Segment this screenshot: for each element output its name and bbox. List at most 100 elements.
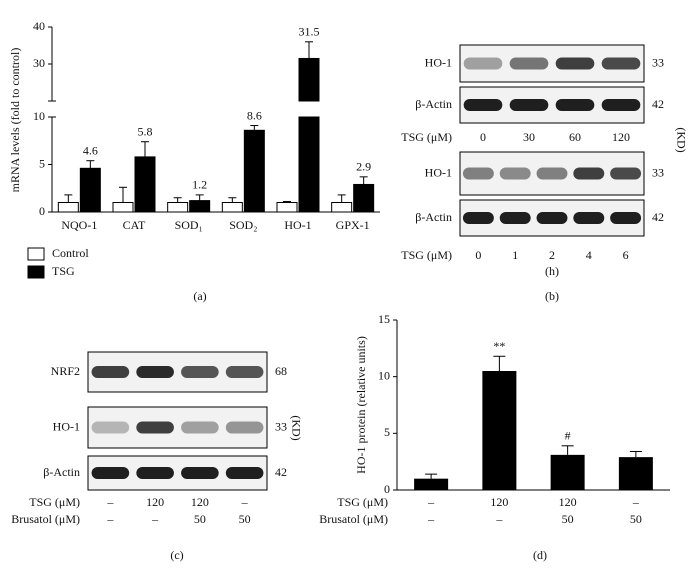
y-tick-label: 10 [378, 368, 390, 382]
legend-label: Control [52, 246, 89, 260]
bar [79, 167, 101, 213]
blot-band [91, 366, 130, 378]
x-tick-label: HO-1 [284, 218, 311, 232]
x-row-label: Brusatol (μM) [11, 512, 80, 526]
x-tick-label: 50 [630, 512, 642, 526]
blot-row-label: β-Actin [43, 465, 80, 479]
x-row-label: TSG (μM) [29, 495, 80, 509]
blot-band [462, 167, 494, 180]
time-label: (h) [545, 264, 559, 278]
blot-band [225, 366, 264, 378]
bar [112, 202, 134, 213]
blot-kd: 33 [275, 419, 287, 433]
legend-swatch [27, 265, 45, 279]
blot-band [91, 467, 130, 479]
blot-kd: 42 [652, 97, 664, 111]
blot-band [462, 212, 494, 224]
x-tick-label: 120 [490, 495, 508, 509]
lane-label: 0 [475, 248, 481, 262]
blot-band [225, 421, 264, 434]
panel-label: (b) [545, 289, 559, 303]
x-tick-label: – [427, 495, 435, 509]
bar [618, 457, 653, 490]
blot-band [601, 99, 641, 111]
blot-kd: 68 [275, 364, 287, 378]
lane-label: 30 [523, 130, 535, 144]
panel-label: (c) [170, 548, 183, 562]
x-tick-label: 120 [559, 495, 577, 509]
x-tick-label: – [427, 512, 435, 526]
x-tick-label: – [632, 495, 640, 509]
data-label: 5.8 [138, 124, 153, 138]
lane-label: – [241, 495, 249, 509]
bar [550, 454, 585, 490]
y-axis-label: mRNA levels (fold to control) [8, 48, 22, 193]
bar [331, 202, 353, 213]
blot-band [555, 99, 595, 111]
lane-label: 2 [549, 248, 555, 262]
blot-band [499, 167, 531, 180]
annotation: ** [493, 339, 505, 353]
x-tick-label: SOD₁ [175, 218, 203, 232]
data-label: 8.6 [247, 108, 262, 122]
blot-band [499, 212, 531, 224]
lane-label: 6 [623, 248, 629, 262]
y-tick-label: 0 [39, 204, 45, 218]
kd-label: (KD) [674, 127, 688, 152]
x-row-label: TSG (μM) [401, 130, 452, 144]
y-tick-label: 15 [378, 312, 390, 326]
blot-band [555, 57, 595, 70]
blot-kd: 42 [275, 465, 287, 479]
lane-label: 50 [194, 512, 206, 526]
blot-kd: 33 [652, 55, 664, 69]
blot-band [136, 421, 174, 434]
legend-label: TSG [52, 264, 75, 278]
panel-label: (a) [193, 289, 206, 303]
blot-band [463, 99, 503, 111]
kd-label: (KD) [289, 415, 303, 440]
blot-row-label: HO-1 [53, 419, 80, 433]
lane-label: 4 [586, 248, 592, 262]
data-label: 1.2 [192, 178, 207, 192]
x-tick-label: GPX-1 [336, 218, 370, 232]
bar [167, 202, 189, 213]
lane-label: 0 [480, 130, 486, 144]
x-row-label: TSG (μM) [401, 248, 452, 262]
blot-band [463, 57, 503, 70]
blot-band [573, 212, 605, 224]
lane-label: 120 [191, 495, 209, 509]
legend-swatch [27, 247, 45, 261]
blot-row-label: HO-1 [425, 165, 452, 179]
annotation: # [565, 429, 571, 443]
lane-label: – [151, 512, 159, 526]
x-tick-label: – [495, 512, 503, 526]
x-tick-label: SOD₂ [229, 218, 257, 232]
bar [189, 200, 211, 213]
lane-label: 60 [569, 130, 581, 144]
blot-row-label: NRF2 [51, 364, 80, 378]
blot-band [573, 167, 605, 180]
blot-band [225, 467, 264, 479]
blot-band [509, 57, 549, 70]
bar [298, 57, 320, 102]
blot-kd: 33 [652, 165, 664, 179]
blot-band [536, 167, 568, 180]
lane-label: – [106, 512, 114, 526]
bar [414, 478, 449, 490]
y-tick-label: 30 [33, 56, 45, 70]
panel-label: (d) [533, 548, 547, 562]
blot-row-label: HO-1 [425, 55, 452, 69]
x-row-label: TSG (μM) [337, 495, 388, 509]
blot-row-label: β-Actin [415, 210, 452, 224]
blot-band [181, 366, 219, 378]
lane-label: 120 [146, 495, 164, 509]
blot-band [136, 366, 174, 378]
y-tick-label: 5 [39, 156, 45, 170]
x-tick-label: NQO-1 [61, 218, 97, 232]
bar [482, 371, 517, 490]
blot-band [610, 167, 642, 180]
blot-band [509, 99, 549, 111]
y-tick-label: 0 [384, 482, 390, 496]
bar [221, 202, 243, 213]
bar [298, 116, 320, 213]
